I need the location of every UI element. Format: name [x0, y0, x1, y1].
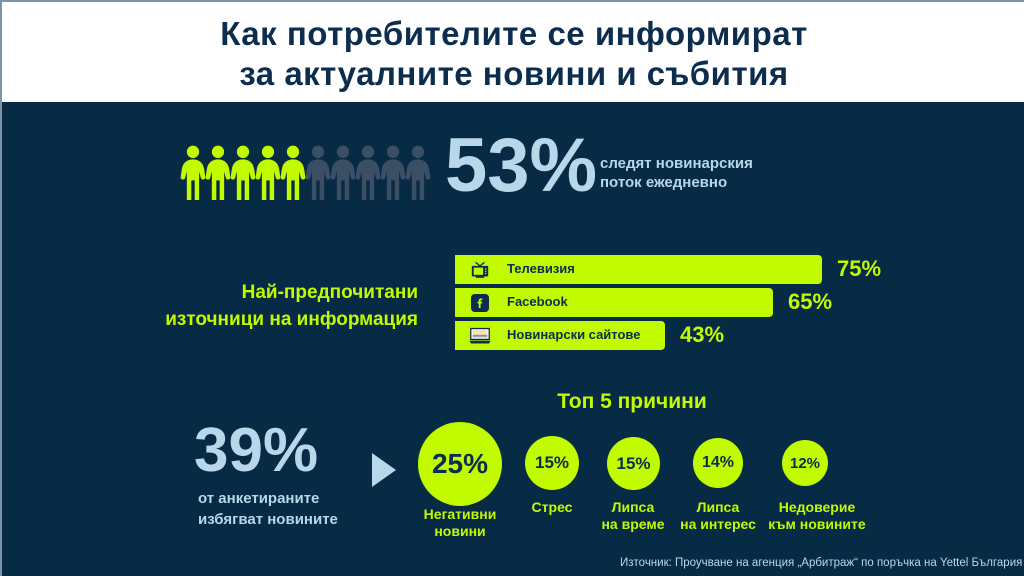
- svg-text:NEWS: NEWS: [472, 329, 485, 334]
